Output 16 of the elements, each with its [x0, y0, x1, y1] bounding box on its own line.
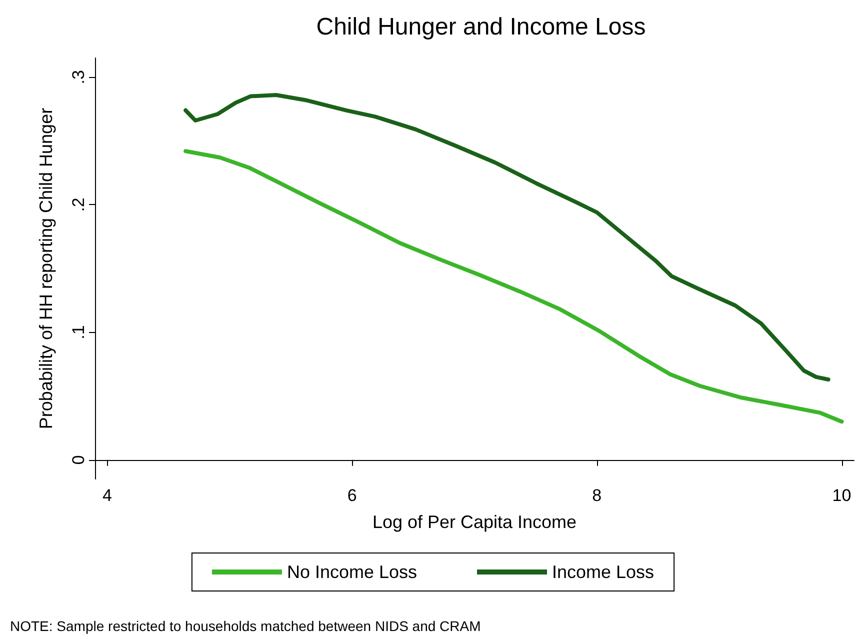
legend-label: No Income Loss: [286, 562, 418, 582]
y-tick-label: .2: [69, 198, 88, 212]
y-axis-title: Probability of HH reporting Child Hunger: [36, 108, 56, 430]
line-series: [184, 149, 844, 424]
text: NOTE: Sample restricted to households matched between NIDS and CRAM: [10, 618, 481, 634]
x-tick-label: 6: [347, 486, 357, 505]
line-series: [184, 92, 830, 382]
y-tick-label: 0: [69, 455, 88, 465]
x-tick-label: 4: [102, 486, 112, 505]
x-tick-label: 8: [592, 486, 602, 505]
chart-title: Child Hunger and Income Loss: [316, 14, 646, 40]
x-tick-label: 10: [832, 486, 852, 505]
y-tick-label: .3: [69, 70, 88, 84]
y-tick-label: .1: [69, 325, 88, 340]
x-axis-title: Log of Per Capita Income: [372, 512, 577, 532]
legend-label: Income Loss: [552, 562, 654, 582]
